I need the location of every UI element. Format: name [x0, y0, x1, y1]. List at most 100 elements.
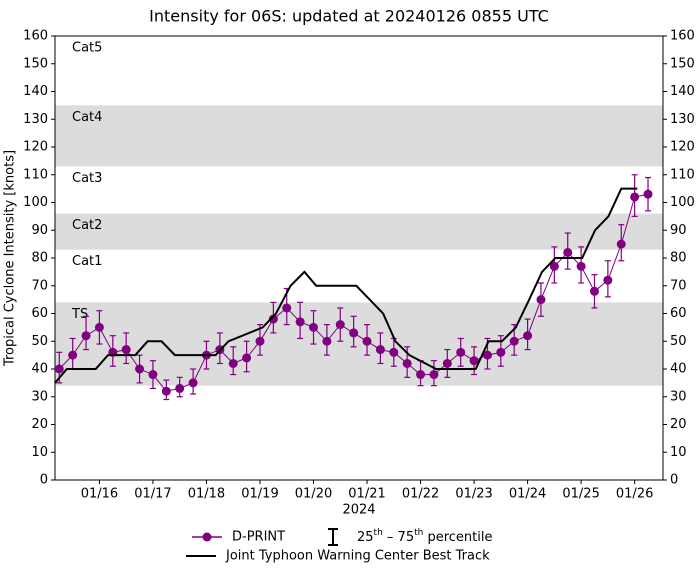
y2-tick-label: 110: [670, 167, 695, 182]
y2-tick-label: 150: [670, 56, 695, 71]
legend-label-part: 25: [357, 530, 374, 545]
x-axis-label: 2024: [342, 503, 375, 518]
y-tick-label: 20: [31, 417, 48, 432]
data-point: [188, 378, 198, 388]
legend-label-part: th: [414, 528, 423, 538]
data-point: [603, 275, 613, 285]
y-tick-label: 40: [31, 362, 48, 377]
y-tick-label: 100: [23, 195, 48, 210]
data-point: [295, 317, 305, 327]
series-line: [54, 187, 638, 384]
y-tick-label: 160: [23, 29, 48, 44]
y-tick-label: 120: [23, 140, 48, 155]
y2-tick-label: 160: [670, 29, 695, 44]
y-tick-label: 0: [40, 473, 48, 488]
data-point: [630, 192, 640, 202]
category-label: TS: [71, 307, 88, 322]
data-point: [335, 320, 345, 330]
data-point: [549, 261, 559, 271]
data-point: [496, 347, 506, 357]
data-point: [563, 247, 573, 257]
x-tick-label: 01/18: [188, 487, 225, 502]
legend-label-part: percentile: [423, 530, 492, 545]
y-tick-label: 130: [23, 112, 48, 127]
y-tick-label: 110: [23, 167, 48, 182]
x-tick-label: 01/16: [81, 487, 118, 502]
y2-tick-label: 40: [670, 362, 687, 377]
data-point: [576, 261, 586, 271]
y2-tick-label: 70: [670, 278, 687, 293]
data-point: [322, 336, 332, 346]
data-point: [402, 358, 412, 368]
data-point: [389, 347, 399, 357]
legend-label-part: – 75: [383, 530, 414, 545]
y2-tick-label: 60: [670, 306, 687, 321]
category-band: [55, 105, 663, 167]
data-point: [509, 336, 519, 346]
y-tick-label: 70: [31, 278, 48, 293]
y-tick-label: 150: [23, 56, 48, 71]
data-point: [643, 189, 653, 199]
data-point: [135, 364, 145, 374]
data-point: [309, 322, 319, 332]
data-point: [429, 370, 439, 380]
data-point: [228, 358, 238, 368]
y2-tick-label: 100: [670, 195, 695, 210]
data-point: [469, 356, 479, 366]
data-point: [94, 322, 104, 332]
data-point: [349, 328, 359, 338]
y-tick-label: 90: [31, 223, 48, 238]
data-point: [442, 358, 452, 368]
data-point: [148, 370, 158, 380]
x-tick-label: 01/26: [616, 487, 653, 502]
data-point: [81, 331, 91, 341]
data-point: [616, 239, 626, 249]
y2-tick-label: 0: [670, 473, 678, 488]
y2-tick-label: 90: [670, 223, 687, 238]
y2-tick-label: 20: [670, 417, 687, 432]
category-label: Cat5: [72, 41, 102, 56]
x-tick-label: 01/17: [134, 487, 171, 502]
y-tick-label: 50: [31, 334, 48, 349]
category-band: [55, 213, 663, 250]
data-point: [456, 347, 466, 357]
y2-tick-label: 30: [670, 389, 687, 404]
x-tick-label: 01/23: [455, 487, 492, 502]
category-label: Cat4: [72, 110, 102, 125]
data-point: [121, 345, 131, 355]
y2-tick-label: 140: [670, 84, 695, 99]
data-point: [482, 350, 492, 360]
data-point: [362, 336, 372, 346]
y-axis-label: Tropical Cyclone Intensity [knots]: [3, 150, 18, 367]
y-tick-label: 140: [23, 84, 48, 99]
y2-tick-label: 50: [670, 334, 687, 349]
legend-label-part: th: [374, 528, 383, 538]
data-point: [268, 314, 278, 324]
chart-title: Intensity for 06S: updated at 20240126 0…: [149, 7, 549, 26]
y2-tick-label: 10: [670, 445, 687, 460]
data-point: [375, 345, 385, 355]
x-tick-label: 01/24: [509, 487, 546, 502]
y-tick-label: 10: [31, 445, 48, 460]
y2-tick-label: 80: [670, 251, 687, 266]
data-point: [161, 386, 171, 396]
legend-label: Joint Typhoon Warning Center Best Track: [225, 549, 490, 564]
data-point: [242, 353, 252, 363]
data-point: [282, 303, 292, 313]
data-point: [54, 364, 64, 374]
category-label: Cat3: [72, 171, 102, 186]
y-tick-label: 30: [31, 389, 48, 404]
category-label: Cat2: [72, 218, 102, 233]
data-point: [68, 350, 78, 360]
x-tick-label: 01/22: [402, 487, 439, 502]
y-tick-label: 80: [31, 251, 48, 266]
legend-label: D-PRINT: [232, 530, 285, 545]
data-point: [536, 295, 546, 305]
data-point: [416, 370, 426, 380]
x-tick-label: 01/21: [348, 487, 385, 502]
data-point: [255, 336, 265, 346]
x-tick-label: 01/25: [562, 487, 599, 502]
data-point: [175, 383, 185, 393]
category-label: Cat1: [72, 254, 102, 269]
